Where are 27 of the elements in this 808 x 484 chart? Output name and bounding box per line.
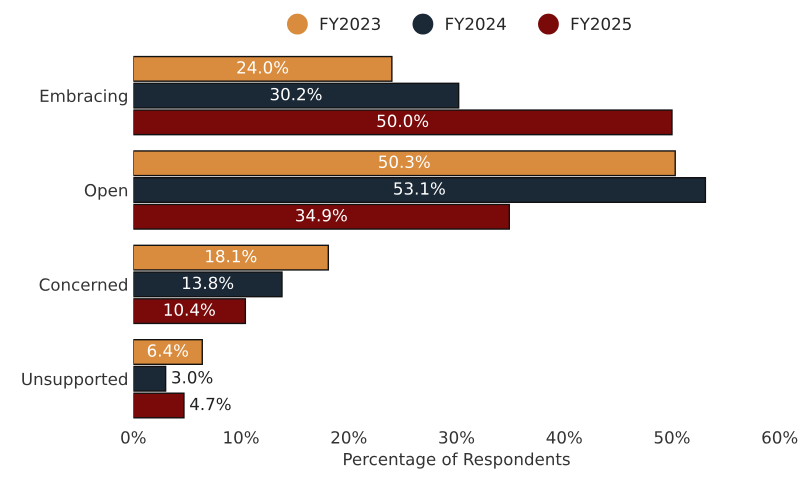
x-axis-title: Percentage of Respondents bbox=[344, 452, 570, 469]
data-label: 53.1% bbox=[394, 182, 445, 195]
data-label: 30.2% bbox=[270, 88, 322, 100]
x-tick-label: 60% bbox=[762, 431, 798, 444]
x-tick-label: 40% bbox=[546, 431, 582, 444]
x-tick-label: 50% bbox=[654, 431, 690, 444]
y-tick-label: Open bbox=[84, 184, 128, 200]
data-label: 10.4% bbox=[164, 303, 215, 316]
data-label: 34.9% bbox=[296, 208, 347, 222]
legend-label: FY2023 bbox=[320, 18, 380, 30]
x-tick-label: 30% bbox=[439, 431, 474, 444]
data-label: 18.1% bbox=[206, 250, 256, 262]
data-label: 50.0% bbox=[377, 114, 428, 128]
data-label: 3.0% bbox=[172, 370, 212, 384]
x-tick-label: 0% bbox=[121, 431, 146, 444]
y-tick-label: Unsupported bbox=[22, 372, 127, 389]
data-label: 13.8% bbox=[183, 276, 234, 290]
data-label: 24.0% bbox=[237, 61, 288, 74]
data-label: 50.3% bbox=[379, 155, 430, 168]
legend-label: FY2024 bbox=[446, 18, 506, 30]
data-label: 6.4% bbox=[148, 344, 188, 357]
data-label: 4.7% bbox=[190, 398, 231, 410]
y-tick-label: Embracing bbox=[40, 89, 127, 106]
x-tick-label: 20% bbox=[331, 431, 366, 444]
y-tick-label: Concerned bbox=[40, 278, 127, 291]
legend-label: FY2025 bbox=[572, 18, 631, 30]
x-tick-label: 10% bbox=[224, 431, 259, 444]
